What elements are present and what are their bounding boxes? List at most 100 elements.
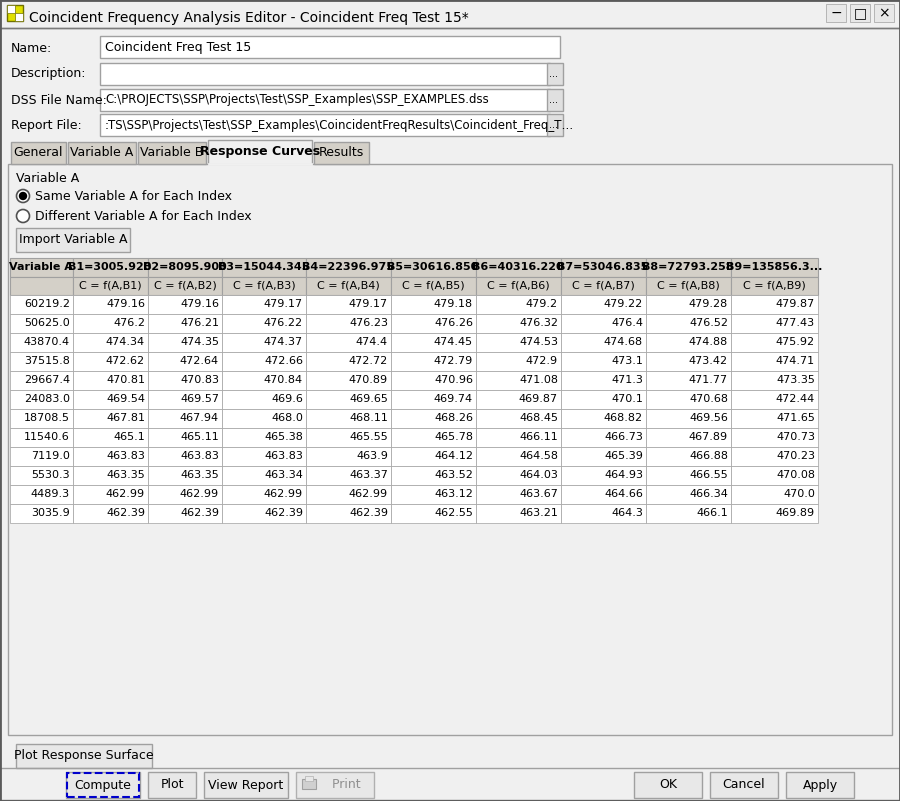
Bar [476, 295, 561, 314]
Text: 467.94: 467.94 [180, 413, 219, 423]
Text: B3=15044.345: B3=15044.345 [219, 262, 310, 272]
Bar [73, 466, 148, 485]
Bar [561, 295, 646, 314]
Bar [391, 258, 476, 277]
Text: 479.22: 479.22 [604, 299, 643, 309]
Bar [476, 485, 561, 504]
Text: 7119.0: 7119.0 [32, 451, 70, 461]
Bar [222, 428, 306, 447]
Text: 470.83: 470.83 [180, 375, 219, 385]
Text: Different Variable A for Each Index: Different Variable A for Each Index [35, 210, 252, 223]
Text: 463.83: 463.83 [180, 451, 219, 461]
Text: Print: Print [324, 779, 361, 791]
Text: 462.39: 462.39 [349, 508, 388, 518]
Text: 470.96: 470.96 [434, 375, 473, 385]
Text: Plot Response Surface: Plot Response Surface [14, 750, 154, 763]
Bar [222, 390, 306, 409]
Text: B9=135856.3...: B9=135856.3... [725, 262, 823, 272]
Bar [73, 371, 148, 390]
Text: C = f(A,B6): C = f(A,B6) [487, 281, 549, 291]
Text: 463.83: 463.83 [264, 451, 303, 461]
Bar [148, 295, 222, 314]
Text: 468.11: 468.11 [349, 413, 388, 423]
Bar [391, 485, 476, 504]
Text: 472.66: 472.66 [264, 356, 303, 366]
Circle shape [20, 192, 26, 199]
Text: 471.08: 471.08 [519, 375, 558, 385]
Bar [306, 352, 391, 371]
Text: 468.82: 468.82 [604, 413, 643, 423]
Text: 474.53: 474.53 [519, 337, 558, 347]
Text: General: General [14, 147, 63, 159]
Text: 465.39: 465.39 [604, 451, 643, 461]
Text: 470.89: 470.89 [349, 375, 388, 385]
Bar [73, 314, 148, 333]
Bar [10, 390, 73, 409]
Bar [561, 409, 646, 428]
Text: 470.0: 470.0 [783, 489, 815, 499]
Text: 463.83: 463.83 [106, 451, 145, 461]
Text: 464.3: 464.3 [611, 508, 643, 518]
Bar [222, 504, 306, 523]
Text: 464.58: 464.58 [519, 451, 558, 461]
Text: B8=72793.258: B8=72793.258 [643, 262, 734, 272]
Bar [561, 333, 646, 352]
Bar [73, 352, 148, 371]
Bar [646, 485, 731, 504]
Text: 476.2: 476.2 [113, 318, 145, 328]
Bar [874, 4, 894, 22]
Text: 465.78: 465.78 [434, 432, 473, 442]
Bar [391, 295, 476, 314]
Bar [73, 390, 148, 409]
Bar [148, 772, 196, 798]
Bar [306, 447, 391, 466]
Text: −: − [830, 6, 842, 20]
Text: Variable A: Variable A [16, 171, 79, 184]
Bar [306, 295, 391, 314]
Text: 471.77: 471.77 [688, 375, 728, 385]
Text: Description:: Description: [11, 67, 86, 80]
Text: 479.16: 479.16 [106, 299, 145, 309]
Bar [646, 277, 731, 295]
Text: 469.65: 469.65 [349, 394, 388, 404]
Text: 466.73: 466.73 [604, 432, 643, 442]
Bar [391, 447, 476, 466]
Bar [731, 409, 818, 428]
Text: 474.4: 474.4 [356, 337, 388, 347]
Bar [391, 466, 476, 485]
Bar [148, 428, 222, 447]
Bar [306, 504, 391, 523]
Text: 37515.8: 37515.8 [24, 356, 70, 366]
Text: 463.67: 463.67 [519, 489, 558, 499]
Bar [476, 447, 561, 466]
Bar [391, 504, 476, 523]
Bar [148, 277, 222, 295]
Bar [306, 333, 391, 352]
Bar [731, 258, 818, 277]
Bar [561, 371, 646, 390]
Text: 469.89: 469.89 [776, 508, 815, 518]
Bar [148, 371, 222, 390]
Bar [0, 0, 900, 28]
Bar [73, 504, 148, 523]
Bar [7, 5, 15, 13]
Text: 468.26: 468.26 [434, 413, 473, 423]
Bar [208, 140, 312, 164]
Text: 462.39: 462.39 [180, 508, 219, 518]
Bar [11, 142, 66, 164]
Text: 465.1: 465.1 [113, 432, 145, 442]
Text: Import Variable A: Import Variable A [19, 234, 127, 247]
Bar [148, 485, 222, 504]
Text: 473.35: 473.35 [776, 375, 815, 385]
Bar [222, 371, 306, 390]
Bar [476, 277, 561, 295]
Text: B4=22396.975: B4=22396.975 [302, 262, 394, 272]
Bar [296, 772, 374, 798]
Bar [547, 89, 563, 111]
Bar [391, 352, 476, 371]
Bar [100, 114, 550, 136]
Bar [646, 504, 731, 523]
Text: 479.18: 479.18 [434, 299, 473, 309]
Text: Coincident Freq Test 15: Coincident Freq Test 15 [105, 42, 251, 54]
Bar [561, 258, 646, 277]
